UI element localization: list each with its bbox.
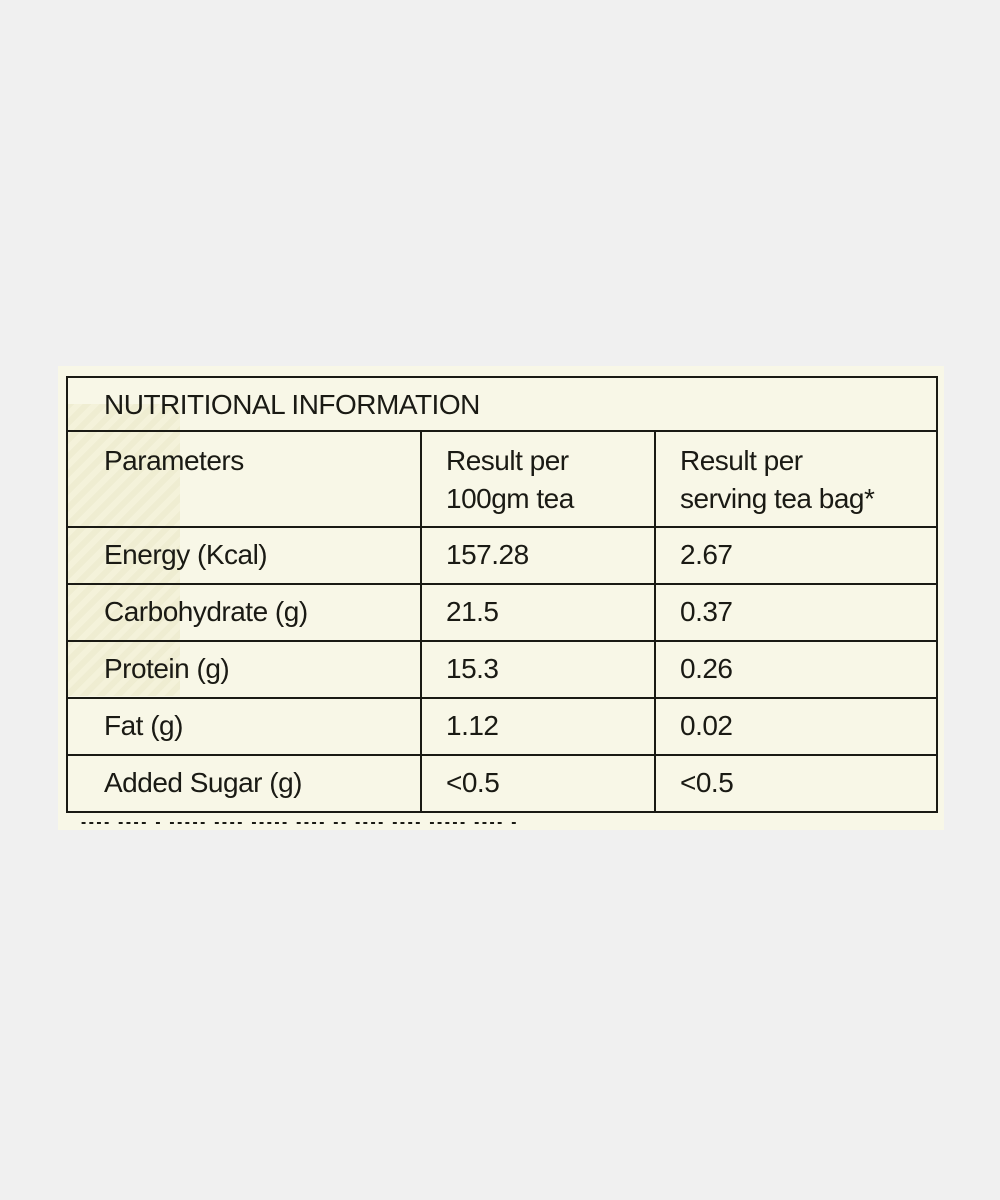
row-value-per-100gm: 1.12 xyxy=(420,697,656,756)
table-row: Fat (g) 1.12 0.02 xyxy=(66,697,939,756)
row-parameter: Fat (g) xyxy=(66,697,422,756)
row-value-per-serving: 2.67 xyxy=(653,526,939,585)
footnote-cropped-text-glyphs: * ▪▪▪▪ ▪▪▪▪ ▪ ▪▪▪▪▪ ▪▪▪▪ ▪▪▪▪▪ ▪▪▪▪ ▪▪ ▪… xyxy=(66,822,519,830)
row-value-per-serving: 0.02 xyxy=(653,697,939,756)
table-row: Carbohydrate (g) 21.5 0.37 xyxy=(66,583,939,642)
row-value-per-100gm: <0.5 xyxy=(420,754,656,813)
table-row: Added Sugar (g) <0.5 <0.5 xyxy=(66,754,939,813)
header-per-100gm: Result per 100gm tea xyxy=(420,430,656,528)
table-row: Protein (g) 15.3 0.26 xyxy=(66,640,939,699)
row-value-per-serving: <0.5 xyxy=(653,754,939,813)
row-value-per-serving: 0.26 xyxy=(653,640,939,699)
row-parameter: Energy (Kcal) xyxy=(66,526,422,585)
row-value-per-serving: 0.37 xyxy=(653,583,939,642)
row-value-per-100gm: 157.28 xyxy=(420,526,656,585)
table-header-row: Parameters Result per 100gm tea Result p… xyxy=(66,430,939,528)
row-parameter: Carbohydrate (g) xyxy=(66,583,422,642)
row-parameter: Added Sugar (g) xyxy=(66,754,422,813)
row-value-per-100gm: 21.5 xyxy=(420,583,656,642)
table-row: Energy (Kcal) 157.28 2.67 xyxy=(66,526,939,585)
nutrition-table: NUTRITIONAL INFORMATION Parameters Resul… xyxy=(65,376,939,813)
row-parameter: Protein (g) xyxy=(66,640,422,699)
header-parameters: Parameters xyxy=(66,430,422,528)
row-value-per-100gm: 15.3 xyxy=(420,640,656,699)
header-per-serving: Result per serving tea bag* xyxy=(653,430,939,528)
footnote-cropped: * ▪▪▪▪ ▪▪▪▪ ▪ ▪▪▪▪▪ ▪▪▪▪ ▪▪▪▪▪ ▪▪▪▪ ▪▪ ▪… xyxy=(58,822,944,830)
table-title-row: NUTRITIONAL INFORMATION xyxy=(65,376,939,432)
table-title: NUTRITIONAL INFORMATION xyxy=(65,376,939,432)
